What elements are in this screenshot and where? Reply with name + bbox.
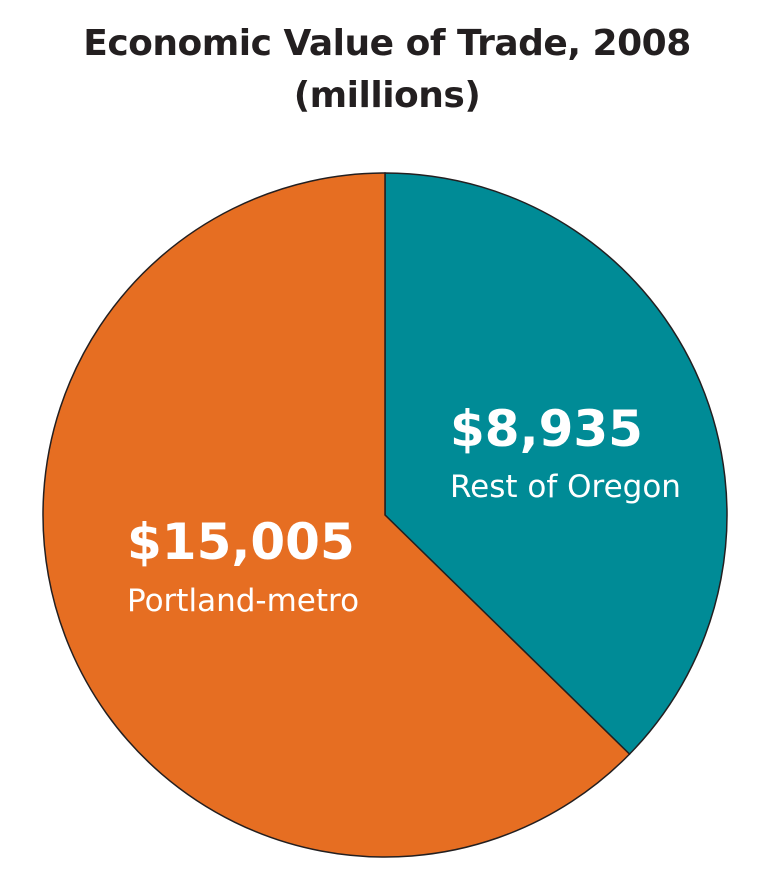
slice-name-label: Rest of Oregon (450, 469, 681, 505)
pie-slices (42, 172, 728, 858)
pie-slice-portland-metro (42, 172, 631, 858)
slice-value-label: $15,005 (127, 513, 355, 571)
chart-subtitle: (millions) (293, 75, 481, 116)
chart-title: Economic Value of Trade, 2008 (83, 23, 691, 64)
slice-value-label: $8,935 (450, 400, 643, 458)
slice-name-label: Portland-metro (127, 583, 359, 619)
pie-slice-rest-of-oregon (384, 172, 728, 756)
chart-title-block: Economic Value of Trade, 2008 (millions) (0, 18, 774, 122)
pie-labels: $8,935 Rest of Oregon $15,005 Portland-metr… (127, 400, 681, 619)
